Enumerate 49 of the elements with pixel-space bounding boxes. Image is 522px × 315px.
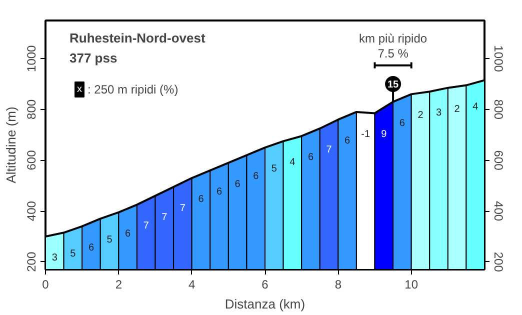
x-tick-label: 2 (115, 278, 122, 292)
y-axis-title: Altitudine (m) (4, 106, 18, 184)
band-label: 3 (52, 252, 58, 264)
y-tick-label: 600 (24, 150, 38, 170)
annotation: 15 (387, 80, 400, 91)
y2-tick-label: 600 (492, 150, 506, 171)
band-label: 2 (418, 110, 424, 122)
band-label: 6 (125, 228, 132, 240)
band-label: 7 (143, 220, 150, 232)
band-label: 6 (399, 118, 406, 129)
band-label: 6 (198, 194, 204, 206)
x-tick-label: 8 (334, 278, 342, 292)
y2-tick-label: 800 (492, 99, 506, 120)
text: Ruhestein-Nord-ovest (70, 30, 206, 46)
y-tick-label: 1000 (24, 44, 38, 72)
annotation: x (77, 84, 82, 95)
band-label: 2 (454, 104, 460, 115)
band-label: 7 (162, 212, 168, 223)
y-tick-label: 400 (24, 200, 38, 222)
band-label: 6 (344, 136, 351, 147)
x-tick-label: 0 (42, 278, 50, 292)
y2-tick-label: 200 (492, 252, 506, 272)
band-label: 6 (88, 242, 94, 254)
y2-tick-label: 400 (492, 201, 506, 222)
band-label: 5 (106, 234, 113, 246)
band-label: 6 (308, 152, 314, 164)
annotation: km più ripido (359, 31, 428, 46)
x-tick-label: 4 (188, 278, 196, 292)
band-label: 5 (70, 248, 76, 260)
band-label: 6 (234, 178, 241, 190)
band-label: 7 (180, 202, 186, 214)
y2-tick-label: 1000 (492, 45, 506, 72)
band-label: 7 (326, 144, 332, 156)
y-tick-label: 800 (24, 99, 38, 120)
annotation: 7.5 % (378, 46, 409, 60)
band-label: -1 (361, 129, 370, 140)
annotation: : 250 m ripidi (%) (88, 82, 178, 96)
band-label: 5 (271, 164, 278, 175)
band-label: 9 (381, 129, 388, 140)
band-label: 4 (472, 101, 479, 112)
x-tick-label: 6 (262, 278, 269, 292)
text: 377 pss (70, 50, 118, 66)
x-axis-title: Distanza (km) (224, 296, 306, 312)
band-label: 4 (290, 157, 296, 168)
band-label: 6 (216, 186, 222, 198)
band-label: 6 (253, 171, 260, 182)
x-tick-label: 10 (404, 278, 418, 292)
band-label: 3 (436, 108, 442, 119)
y-tick-label: 200 (24, 252, 38, 272)
